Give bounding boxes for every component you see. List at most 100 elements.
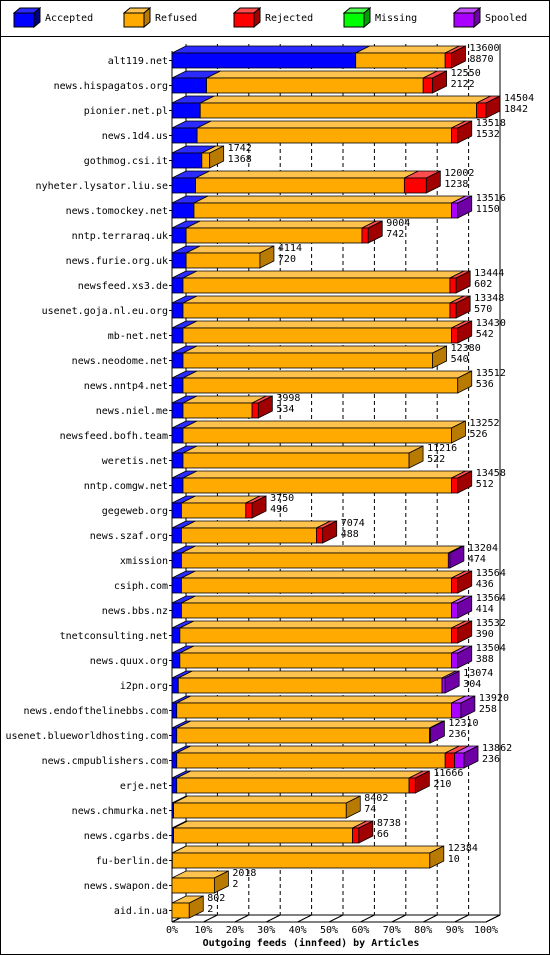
value-label-offered: 7074 [341, 518, 365, 529]
bar-segment-accepted [171, 52, 357, 69]
bar-segment-accepted [171, 352, 184, 369]
bar-side-face [257, 395, 273, 419]
bar-side-face [457, 120, 473, 144]
bar-segment-accepted [171, 477, 184, 494]
x-tick-label: 40% [289, 925, 307, 936]
host-label: news.swapon.de [84, 881, 168, 892]
host-label: aid.in.ua [114, 906, 168, 917]
value-label-accepted: 536 [476, 379, 494, 390]
bar-segment-refused [181, 502, 247, 519]
value-label-offered: 12310 [448, 718, 478, 729]
bar-segment-spooled [451, 602, 459, 619]
bar-segment-refused [182, 477, 452, 494]
x-tick-mark [422, 914, 438, 923]
bar-segment-rejected [451, 327, 459, 344]
bar-segment-top-refused [195, 170, 419, 179]
x-tick-mark [203, 914, 218, 923]
value-label-offered: 13074 [463, 668, 493, 679]
value-label-offered: 13204 [468, 543, 498, 554]
value-label-offered: 9004 [386, 218, 410, 229]
bar-segment-accepted [171, 777, 178, 794]
value-label-offered: 12002 [444, 168, 474, 179]
bar-segment-accepted [171, 227, 187, 244]
bar-segment-top-refused [181, 570, 466, 579]
legend: Accepted Refused Rejected Missing Spooled [1, 1, 549, 37]
value-label-accepted: 74 [364, 804, 376, 815]
value-label-offered: 12380 [451, 343, 481, 354]
host-label: usenet.goja.nl.eu.org [42, 306, 168, 317]
legend-swatch-rejected [233, 7, 261, 29]
value-label-accepted: 512 [476, 479, 494, 490]
bar-segment-refused [355, 52, 446, 69]
bar-segment-accepted [171, 427, 184, 444]
bar-segment-refused [179, 652, 452, 669]
legend-label-accepted: Accepted [45, 13, 94, 24]
bar-segment-spooled [454, 752, 465, 769]
bar-side-face [449, 545, 465, 569]
value-label-accepted: 1150 [476, 204, 500, 215]
host-label: i2pn.org [120, 681, 168, 692]
bar-segment-top-refused [179, 645, 466, 654]
value-label-accepted: 390 [476, 629, 494, 640]
bar-side-face [213, 870, 229, 894]
bar-side-face [457, 470, 473, 494]
value-label-accepted: 414 [476, 604, 494, 615]
bar-segment-rejected [444, 52, 452, 69]
value-label-offered: 13516 [476, 193, 506, 204]
bar-segment-accepted [171, 452, 184, 469]
host-label: mb-net.net [108, 331, 168, 342]
value-label-accepted: 540 [451, 354, 469, 365]
bar-side-face [460, 695, 476, 719]
bar-segment-spooled [451, 652, 459, 669]
value-label-accepted: 236 [482, 754, 500, 765]
x-tick-label: 70% [383, 925, 401, 936]
bar-segment-top-refused [182, 345, 447, 354]
value-label-offered: 11666 [433, 768, 463, 779]
bar-segment-refused [182, 377, 459, 394]
bar-segment-rejected [316, 527, 324, 544]
value-label-offered: 8738 [377, 818, 401, 829]
legend-swatch-refused [123, 7, 151, 29]
host-label: alt119.net [108, 56, 168, 67]
bar-side-face [429, 845, 445, 869]
value-label-accepted: 388 [476, 654, 494, 665]
host-label: news.szaf.org [90, 531, 168, 542]
value-label-accepted: 534 [276, 404, 294, 415]
x-tick-label: 0% [166, 925, 178, 936]
bar-segment-refused [181, 577, 452, 594]
bar-side-face [457, 620, 473, 644]
x-tick-mark [391, 914, 407, 923]
host-label: news.cgarbs.de [84, 831, 168, 842]
x-tick-label: 100% [474, 925, 498, 936]
host-label: news.hispagatos.org [54, 81, 168, 92]
bar-segment-refused [171, 852, 431, 869]
bar-side-face [259, 245, 275, 269]
value-label-offered: 13348 [474, 293, 504, 304]
value-label-accepted: 2122 [451, 79, 475, 90]
value-label-offered: 13564 [476, 593, 506, 604]
bar-segment-refused [171, 902, 190, 919]
host-label: csiph.com [114, 581, 168, 592]
bar-segment-top-refused [182, 320, 466, 329]
host-label: usenet.blueworldhosting.com [5, 731, 168, 742]
bar-segment-refused [182, 352, 434, 369]
value-label-accepted: 526 [469, 429, 487, 440]
value-label-offered: 802 [207, 893, 225, 904]
bar-segment-refused [182, 302, 451, 319]
bar-side-face [322, 520, 338, 544]
